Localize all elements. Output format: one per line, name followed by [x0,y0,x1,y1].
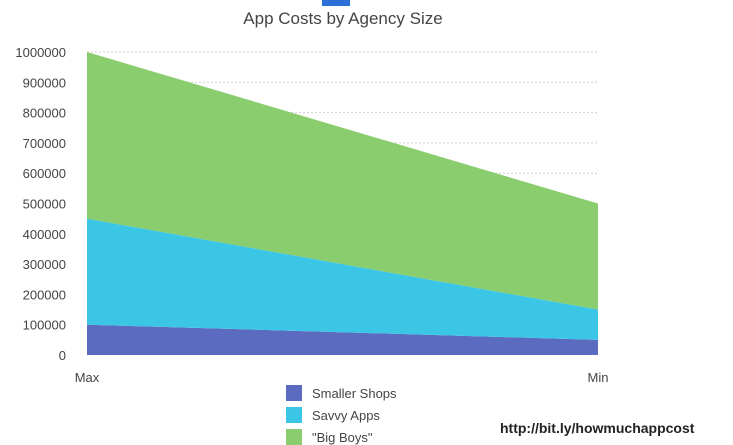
legend-swatch [286,385,302,401]
y-tick-label: 700000 [23,136,66,151]
y-tick-label: 500000 [23,197,66,212]
area-series [87,52,598,355]
area-1 [87,218,598,340]
y-tick-label: 400000 [23,227,66,242]
area-0 [87,324,598,355]
x-axis-ticks: Max Min [75,370,609,385]
y-tick-label: 800000 [23,106,66,121]
legend: Smaller Shops Savvy Apps "Big Boys" [286,385,397,445]
y-axis-ticks: 0 100000 200000 300000 400000 500000 600000 700… [15,45,66,363]
area-2 [87,52,598,310]
legend-label: "Big Boys" [312,430,373,445]
top-accent-bar [322,0,350,6]
x-tick-label: Max [75,370,100,385]
legend-swatch [286,407,302,423]
y-tick-label: 0 [59,348,66,363]
legend-label: Smaller Shops [312,386,397,401]
y-tick-label: 900000 [23,75,66,90]
legend-label: Savvy Apps [312,408,380,423]
y-tick-label: 1000000 [15,45,66,60]
y-tick-label: 200000 [23,287,66,302]
y-tick-label: 300000 [23,257,66,272]
legend-swatch [286,429,302,445]
source-link[interactable]: http://bit.ly/howmuchappcost [500,420,695,436]
x-tick-label: Min [588,370,609,385]
y-tick-label: 600000 [23,166,66,181]
chart-title: App Costs by Agency Size [243,9,442,28]
y-tick-label: 100000 [23,318,66,333]
